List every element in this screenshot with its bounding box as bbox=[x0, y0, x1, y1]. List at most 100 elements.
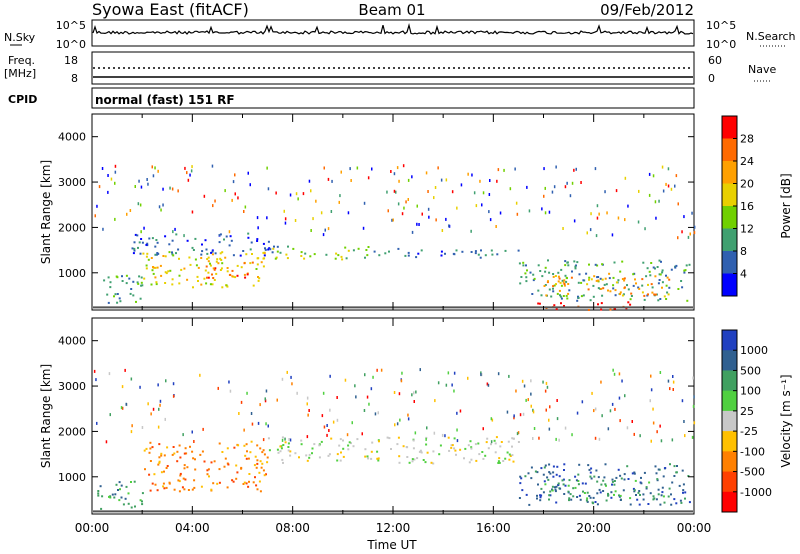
data-cell bbox=[546, 476, 549, 479]
data-cell bbox=[471, 173, 473, 177]
data-cell bbox=[519, 475, 522, 478]
data-cell bbox=[654, 267, 656, 270]
data-cell bbox=[107, 190, 109, 194]
data-cell bbox=[624, 176, 627, 180]
data-cell bbox=[556, 292, 559, 295]
data-cell bbox=[255, 268, 258, 270]
data-cell bbox=[469, 440, 472, 443]
data-cell bbox=[361, 432, 363, 436]
data-cell bbox=[118, 499, 121, 502]
colorbar-swatch bbox=[722, 350, 737, 371]
data-cell bbox=[520, 477, 523, 480]
data-cell bbox=[487, 447, 490, 450]
data-cell bbox=[404, 254, 407, 257]
data-cell bbox=[397, 247, 400, 250]
data-cell bbox=[562, 281, 565, 284]
colorbar-frame bbox=[721, 329, 738, 513]
data-cell bbox=[180, 268, 183, 271]
data-cell bbox=[647, 293, 649, 296]
data-cell bbox=[474, 252, 477, 255]
data-cell bbox=[636, 498, 639, 501]
data-cell bbox=[119, 488, 121, 491]
data-cell bbox=[117, 489, 119, 491]
data-cell bbox=[178, 282, 181, 285]
data-cell bbox=[537, 483, 539, 486]
data-cell bbox=[415, 390, 417, 394]
data-cell bbox=[120, 484, 123, 487]
data-cell bbox=[190, 169, 193, 173]
data-cell bbox=[213, 268, 216, 271]
data-cell bbox=[544, 483, 547, 486]
data-cell bbox=[548, 271, 551, 274]
colorbar-tick-label: 12 bbox=[740, 223, 754, 236]
data-cell bbox=[374, 412, 377, 416]
data-cell bbox=[558, 277, 561, 280]
data-cell bbox=[595, 469, 598, 472]
data-cell bbox=[675, 174, 678, 178]
data-cell bbox=[441, 433, 444, 437]
data-cell bbox=[252, 284, 255, 287]
data-cell bbox=[450, 446, 453, 449]
data-cell bbox=[219, 269, 222, 271]
data-cell bbox=[467, 172, 469, 176]
data-cell bbox=[445, 217, 447, 221]
data-cell bbox=[413, 400, 415, 403]
data-cell bbox=[250, 412, 253, 415]
data-cell bbox=[140, 284, 143, 287]
data-cell bbox=[543, 194, 545, 198]
data-cell bbox=[393, 391, 396, 394]
data-cell bbox=[174, 227, 176, 231]
data-cell bbox=[418, 223, 420, 226]
data-cell bbox=[367, 457, 370, 460]
data-cell bbox=[264, 399, 267, 403]
data-region bbox=[97, 480, 144, 510]
data-cell bbox=[563, 493, 566, 495]
data-cell bbox=[560, 268, 563, 271]
data-cell bbox=[432, 462, 435, 465]
data-cell bbox=[139, 297, 142, 300]
data-cell bbox=[264, 397, 266, 401]
data-cell bbox=[332, 420, 335, 424]
data-cell bbox=[629, 497, 632, 500]
data-cell bbox=[598, 488, 601, 491]
data-cell bbox=[569, 194, 572, 198]
data-cell bbox=[137, 202, 140, 206]
data-cell bbox=[206, 252, 209, 255]
data-cell bbox=[606, 211, 608, 215]
data-cell bbox=[563, 284, 566, 287]
data-cell bbox=[627, 288, 630, 291]
data-cell bbox=[207, 276, 210, 279]
data-cell bbox=[566, 297, 569, 300]
colorbar-label: Power [dB] bbox=[779, 173, 793, 238]
data-cell bbox=[426, 451, 429, 454]
data-cell bbox=[356, 438, 359, 441]
data-cell bbox=[116, 301, 119, 304]
data-cell bbox=[530, 379, 532, 383]
data-cell bbox=[570, 276, 573, 279]
data-cell bbox=[656, 478, 659, 481]
data-cell bbox=[347, 249, 350, 252]
data-cell bbox=[97, 494, 100, 497]
data-cell bbox=[235, 464, 238, 467]
data-cell bbox=[257, 226, 259, 230]
data-cell bbox=[499, 211, 502, 215]
data-cell bbox=[387, 209, 389, 213]
data-cell bbox=[244, 454, 247, 457]
data-cell bbox=[671, 481, 674, 484]
data-cell bbox=[640, 482, 643, 485]
data-cell bbox=[338, 200, 340, 204]
data-cell bbox=[548, 471, 551, 474]
data-cell bbox=[407, 413, 409, 417]
data-cell bbox=[157, 383, 159, 387]
data-cell bbox=[668, 286, 671, 289]
data-cell bbox=[482, 427, 484, 431]
data-cell bbox=[584, 482, 587, 485]
data-cell bbox=[218, 481, 221, 484]
data-cell bbox=[585, 499, 588, 502]
data-cell bbox=[396, 166, 399, 170]
data-cell bbox=[115, 483, 118, 486]
nsearch-tick-bottom: 10^0 bbox=[706, 38, 736, 51]
data-cell bbox=[157, 169, 159, 173]
data-cell bbox=[160, 452, 163, 455]
data-cell bbox=[411, 460, 414, 463]
